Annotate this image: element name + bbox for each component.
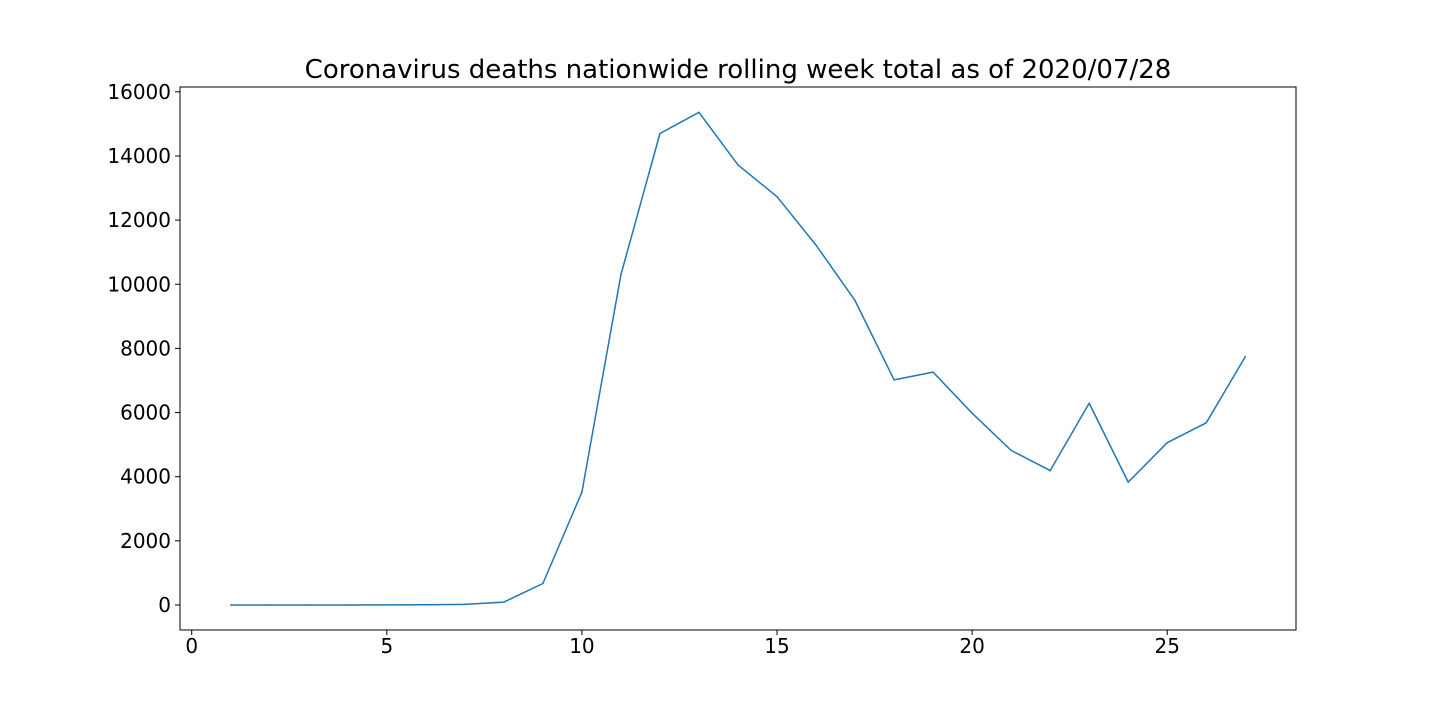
y-tick-label: 8000	[120, 336, 171, 360]
data-point	[971, 412, 973, 414]
x-tick-label: 20	[959, 634, 984, 658]
data-point	[229, 604, 232, 606]
x-tick-label: 5	[380, 634, 393, 658]
series-layer	[229, 111, 1247, 606]
y-tick-label: 2000	[120, 529, 171, 553]
data-point	[1010, 449, 1012, 452]
data-point	[1244, 355, 1247, 358]
data-point	[737, 164, 739, 166]
data-point	[932, 371, 934, 373]
y-tick-label: 12000	[107, 208, 171, 232]
x-tick-label: 10	[569, 634, 594, 658]
data-point	[776, 195, 778, 198]
chart-title: Coronavirus deaths nationwide rolling we…	[304, 55, 1172, 85]
data-point	[1205, 422, 1208, 424]
data-point	[425, 603, 427, 606]
y-tick-label: 16000	[107, 80, 171, 104]
data-point	[620, 273, 622, 276]
y-tick-label: 10000	[107, 272, 171, 296]
data-point	[1049, 469, 1051, 472]
data-point	[268, 604, 271, 606]
data-point	[893, 379, 895, 381]
data-point	[1088, 402, 1090, 404]
data-point	[581, 491, 583, 493]
data-point	[464, 603, 466, 606]
data-point	[659, 132, 661, 135]
data-point	[815, 244, 817, 246]
data-point	[386, 604, 388, 606]
data-point	[854, 299, 856, 302]
y-axis: 0 2000 4000 6000 8000 10000 12000 14000 16000	[107, 80, 180, 617]
x-tick-label: 15	[764, 634, 789, 658]
x-tick-label: 0	[185, 634, 198, 658]
y-tick-label: 14000	[107, 144, 171, 168]
y-tick-label: 6000	[120, 401, 171, 425]
data-point	[542, 582, 544, 585]
x-tick-label: 25	[1155, 634, 1180, 658]
data-point	[503, 601, 505, 603]
series-line-0	[230, 111, 1246, 606]
data-point	[698, 111, 700, 114]
x-axis: 0 5 10 15 20 25	[185, 630, 1180, 658]
y-tick-label: 0	[158, 593, 171, 617]
data-point	[308, 604, 310, 606]
data-point	[1166, 441, 1168, 444]
y-tick-label: 4000	[120, 465, 171, 489]
data-point	[1127, 481, 1129, 483]
data-point	[347, 604, 349, 606]
plot-area	[179, 86, 1297, 631]
